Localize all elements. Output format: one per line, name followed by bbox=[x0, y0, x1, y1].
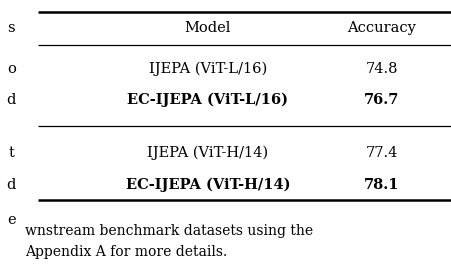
Text: IJEPA (ViT-H/14): IJEPA (ViT-H/14) bbox=[147, 145, 268, 160]
Text: t: t bbox=[9, 146, 14, 160]
Text: 77.4: 77.4 bbox=[365, 146, 397, 160]
Text: 78.1: 78.1 bbox=[364, 178, 399, 192]
Text: 76.7: 76.7 bbox=[364, 93, 399, 107]
Text: Model: Model bbox=[184, 21, 230, 35]
Text: o: o bbox=[7, 62, 16, 76]
Text: d: d bbox=[7, 93, 16, 107]
Text: wnstream benchmark datasets using the: wnstream benchmark datasets using the bbox=[25, 224, 312, 238]
Text: Appendix A for more details.: Appendix A for more details. bbox=[25, 245, 226, 259]
Text: s: s bbox=[8, 21, 15, 35]
Text: d: d bbox=[7, 178, 16, 192]
Text: EC-IJEPA (ViT-L/16): EC-IJEPA (ViT-L/16) bbox=[127, 93, 288, 107]
Text: Accuracy: Accuracy bbox=[347, 21, 415, 35]
Text: IJEPA (ViT-L/16): IJEPA (ViT-L/16) bbox=[148, 62, 267, 76]
Text: EC-IJEPA (ViT-H/14): EC-IJEPA (ViT-H/14) bbox=[125, 178, 290, 192]
Text: 74.8: 74.8 bbox=[365, 62, 397, 76]
Text: e: e bbox=[7, 213, 16, 227]
